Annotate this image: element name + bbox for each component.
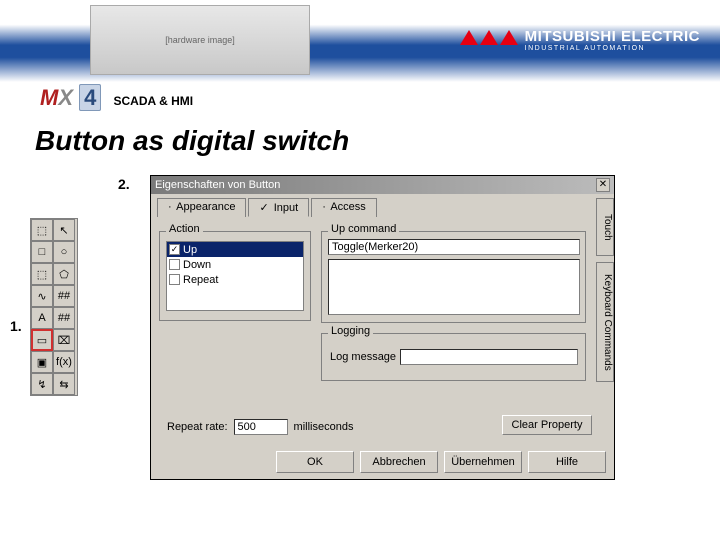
group-action: Action ✓ Up Down Repeat bbox=[159, 231, 311, 321]
help-button[interactable]: Hilfe bbox=[528, 451, 606, 473]
tool-num[interactable]: ## bbox=[53, 307, 75, 329]
repeat-rate-input[interactable] bbox=[234, 419, 288, 435]
tool-04[interactable]: ⬚ bbox=[31, 263, 53, 285]
group-logging: Logging Log message bbox=[321, 333, 586, 381]
apply-button[interactable]: Übernehmen bbox=[444, 451, 522, 473]
tool-button[interactable]: ▭ bbox=[31, 329, 53, 351]
tab-access-check: · bbox=[322, 201, 326, 213]
sidetab-touch[interactable]: Touch bbox=[596, 198, 614, 256]
upcommand-input[interactable] bbox=[328, 239, 580, 255]
action-listbox[interactable]: ✓ Up Down Repeat bbox=[166, 241, 304, 311]
group-upcommand-legend: Up command bbox=[328, 223, 399, 235]
tool-curve[interactable]: ∿ bbox=[31, 285, 53, 307]
repeat-label: Repeat rate: bbox=[167, 421, 228, 433]
button-properties-dialog: Eigenschaften von Button ✕ · Appearance … bbox=[150, 175, 615, 480]
group-logging-legend: Logging bbox=[328, 325, 373, 337]
tool-fx[interactable]: f(x) bbox=[53, 351, 75, 373]
tab-strip: · Appearance ✓ Input · Access bbox=[151, 194, 614, 217]
tool-12[interactable]: ▣ bbox=[31, 351, 53, 373]
tool-15[interactable]: ⇆ bbox=[53, 373, 75, 395]
tool-00[interactable]: ⬚ bbox=[31, 219, 53, 241]
close-icon[interactable]: ✕ bbox=[596, 178, 610, 192]
action-item-down[interactable]: Down bbox=[167, 257, 303, 272]
tool-text[interactable]: A bbox=[31, 307, 53, 329]
ok-button[interactable]: OK bbox=[276, 451, 354, 473]
tab-appearance[interactable]: · Appearance bbox=[157, 198, 246, 217]
checkbox-repeat[interactable] bbox=[169, 274, 180, 285]
tool-pointer[interactable]: ↖ bbox=[53, 219, 75, 241]
brand-block: MITSUBISHI ELECTRIC INDUSTRIAL AUTOMATIO… bbox=[460, 28, 700, 52]
tool-14[interactable]: ↯ bbox=[31, 373, 53, 395]
sidetab-keyboard[interactable]: Keyboard Commands bbox=[596, 262, 614, 382]
titlebar[interactable]: Eigenschaften von Button ✕ bbox=[151, 176, 614, 194]
checkbox-up[interactable]: ✓ bbox=[169, 244, 180, 255]
brand-name: MITSUBISHI ELECTRIC bbox=[525, 28, 700, 45]
checkbox-down[interactable] bbox=[169, 259, 180, 270]
toolbox: ⬚ ↖ □ ○ ⬚ ⬠ ∿ ## A ## ▭ ⌧ ▣ f(x) ↯ ⇆ bbox=[30, 218, 78, 396]
tool-rect[interactable]: □ bbox=[31, 241, 53, 263]
brand-triangles bbox=[460, 30, 520, 50]
cancel-button[interactable]: Abbrechen bbox=[360, 451, 438, 473]
dialog-title: Eigenschaften von Button bbox=[155, 179, 280, 191]
action-item-up[interactable]: ✓ Up bbox=[167, 242, 303, 257]
action-item-repeat[interactable]: Repeat bbox=[167, 272, 303, 287]
group-action-legend: Action bbox=[166, 223, 203, 235]
tool-ellipse[interactable]: ○ bbox=[53, 241, 75, 263]
tool-hash[interactable]: ## bbox=[53, 285, 75, 307]
slide-title: Button as digital switch bbox=[35, 125, 349, 157]
step-2-label: 2. bbox=[118, 176, 130, 192]
logmessage-label: Log message bbox=[330, 351, 396, 363]
logmessage-input[interactable] bbox=[400, 349, 578, 365]
group-upcommand: Up command bbox=[321, 231, 586, 323]
header-product-image: [hardware image] bbox=[90, 5, 310, 75]
dialog-body: Action ✓ Up Down Repeat Up command bbox=[151, 217, 614, 452]
tab-access[interactable]: · Access bbox=[311, 198, 377, 217]
tool-11[interactable]: ⌧ bbox=[53, 329, 75, 351]
step-1-label: 1. bbox=[10, 318, 22, 334]
repeat-row: Repeat rate: milliseconds bbox=[167, 419, 353, 435]
mx4-logo: MX 4 SCADA & HMI bbox=[40, 85, 193, 111]
clear-property-button[interactable]: Clear Property bbox=[502, 415, 592, 435]
tool-poly[interactable]: ⬠ bbox=[53, 263, 75, 285]
brand-sub: INDUSTRIAL AUTOMATION bbox=[525, 45, 700, 52]
tab-input-check: ✓ bbox=[259, 202, 268, 214]
upcommand-textarea[interactable] bbox=[328, 259, 580, 315]
dialog-buttons: OK Abbrechen Übernehmen Hilfe bbox=[276, 451, 606, 473]
tab-input[interactable]: ✓ Input bbox=[248, 198, 309, 217]
repeat-unit: milliseconds bbox=[294, 421, 354, 433]
tab-appearance-check: · bbox=[168, 201, 172, 213]
